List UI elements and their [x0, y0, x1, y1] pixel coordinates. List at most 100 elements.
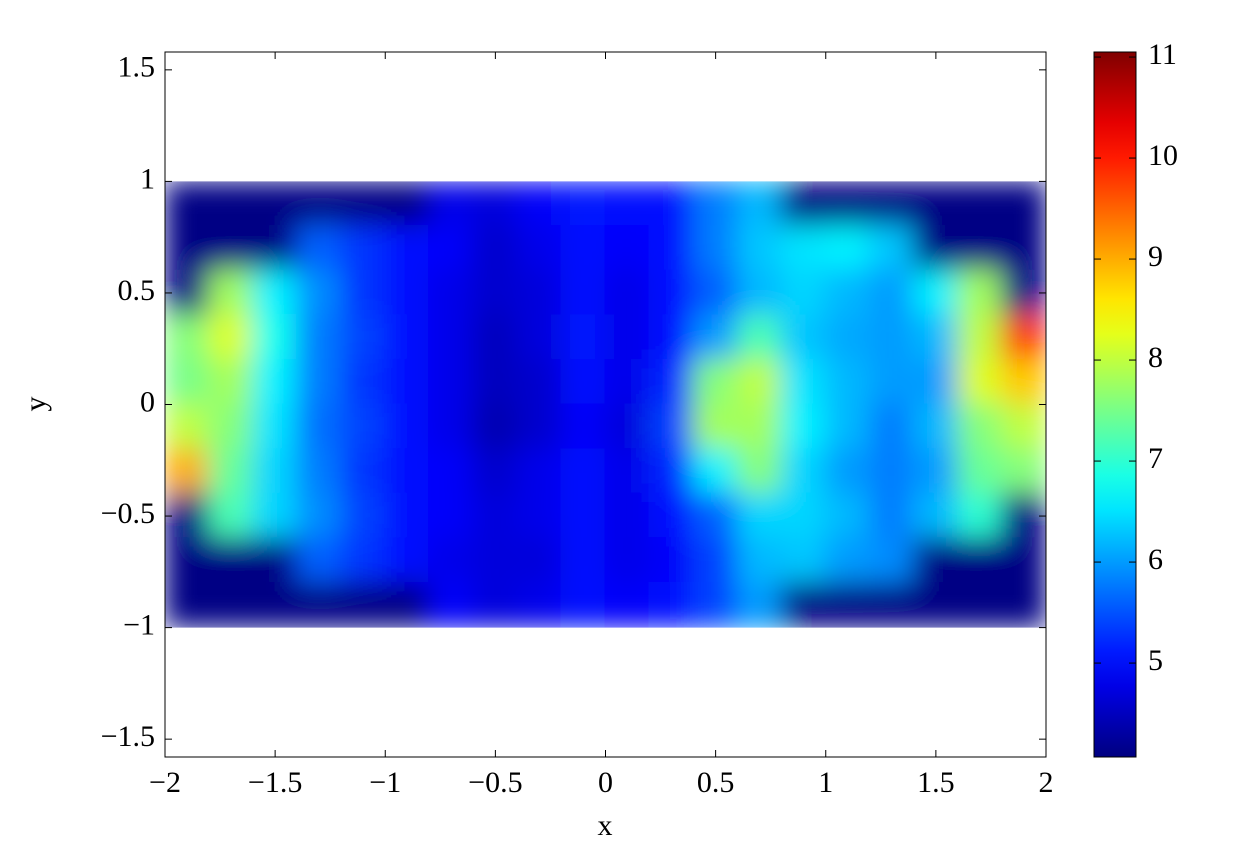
heat-cell — [604, 403, 651, 451]
heat-cell — [956, 225, 1003, 272]
heatmap — [165, 181, 1046, 628]
heat-cell — [208, 269, 255, 317]
heat-cell — [472, 448, 519, 495]
heat-cell — [340, 225, 387, 272]
heat-cell — [956, 358, 1003, 406]
heat-cell — [208, 314, 255, 361]
heat-cell — [1000, 181, 1046, 228]
heat-cell — [912, 403, 959, 451]
heat-cell — [736, 492, 783, 540]
y-tick-label: −1.5 — [101, 720, 155, 753]
heat-cell — [956, 581, 1003, 628]
heat-cell — [384, 537, 431, 584]
heat-cell — [912, 269, 959, 317]
heat-cell — [648, 269, 695, 317]
heat-cell — [912, 314, 959, 361]
heat-cell — [340, 403, 387, 451]
heat-cell — [692, 537, 739, 584]
x-tick-label: −1 — [369, 766, 401, 799]
heat-cell — [428, 581, 475, 628]
heat-cell — [516, 314, 563, 361]
heat-cell — [868, 492, 915, 540]
heat-cell — [648, 225, 695, 272]
heat-cell — [1000, 537, 1046, 584]
heat-cell — [428, 225, 475, 272]
heat-cell — [692, 314, 739, 361]
x-tick-label: 2 — [1039, 766, 1054, 799]
heat-cell — [165, 492, 211, 540]
heat-cell — [648, 581, 695, 628]
heat-cell — [516, 581, 563, 628]
heat-cell — [428, 358, 475, 406]
heat-cell — [340, 314, 387, 361]
heat-cell — [912, 448, 959, 495]
heat-cell — [1000, 403, 1046, 451]
heat-cell — [956, 314, 1003, 361]
heat-cell — [472, 403, 519, 451]
x-axis-label: x — [598, 809, 613, 842]
heat-cell — [296, 492, 343, 540]
heat-cell — [648, 358, 695, 406]
heat-cell — [428, 537, 475, 584]
heat-cell — [604, 537, 651, 584]
heat-cell — [384, 492, 431, 540]
heat-cell — [648, 314, 695, 361]
colorbar — [1093, 51, 1137, 758]
heat-cell — [208, 492, 255, 540]
heat-cell — [824, 492, 871, 540]
heat-cell — [165, 581, 211, 628]
x-tick-label: −2 — [149, 766, 181, 799]
heat-cell — [868, 269, 915, 317]
heat-cell — [296, 358, 343, 406]
heat-cell — [384, 403, 431, 451]
heat-cell — [384, 448, 431, 495]
heat-cell — [824, 181, 871, 228]
heat-cell — [165, 269, 211, 317]
y-tick-label: 1.5 — [118, 51, 156, 84]
heat-cell — [648, 181, 695, 228]
heat-cell — [604, 581, 651, 628]
x-tick-label: −1.5 — [248, 766, 302, 799]
heat-cell — [868, 181, 915, 228]
heat-cell — [560, 314, 607, 361]
x-tick-label: −0.5 — [468, 766, 522, 799]
heat-cell — [868, 314, 915, 361]
heat-cell — [1000, 269, 1046, 317]
heat-cell — [208, 537, 255, 584]
heat-cell — [340, 492, 387, 540]
heat-cell — [384, 269, 431, 317]
heat-cell — [956, 448, 1003, 495]
heat-cell — [956, 403, 1003, 451]
heat-cell — [252, 581, 299, 628]
heat-cell — [296, 314, 343, 361]
heat-cell — [648, 403, 695, 451]
heat-cell — [824, 269, 871, 317]
heat-cell — [252, 537, 299, 584]
heat-cell — [516, 225, 563, 272]
heat-cell — [340, 448, 387, 495]
heat-cell — [912, 492, 959, 540]
heat-cell — [560, 403, 607, 451]
colorbar-tick-label: 6 — [1148, 543, 1163, 576]
heat-cell — [165, 403, 211, 451]
heat-cell — [604, 181, 651, 228]
heat-cell — [428, 181, 475, 228]
heat-cell — [384, 581, 431, 628]
x-tick-label: 0.5 — [697, 766, 735, 799]
heat-cell — [736, 181, 783, 228]
y-tick-label: −1 — [123, 608, 155, 641]
heat-cell — [736, 537, 783, 584]
y-tick-label: 0 — [140, 385, 155, 418]
heat-cell — [1000, 358, 1046, 406]
heat-cell — [868, 225, 915, 272]
heat-cell — [780, 537, 827, 584]
heat-cell — [824, 358, 871, 406]
heat-cell — [560, 181, 607, 228]
y-tick-label: −0.5 — [101, 497, 155, 530]
heat-cell — [692, 492, 739, 540]
heat-cell — [472, 537, 519, 584]
heat-cell — [824, 448, 871, 495]
y-tick-label: 1 — [140, 162, 155, 195]
heat-cell — [340, 181, 387, 228]
